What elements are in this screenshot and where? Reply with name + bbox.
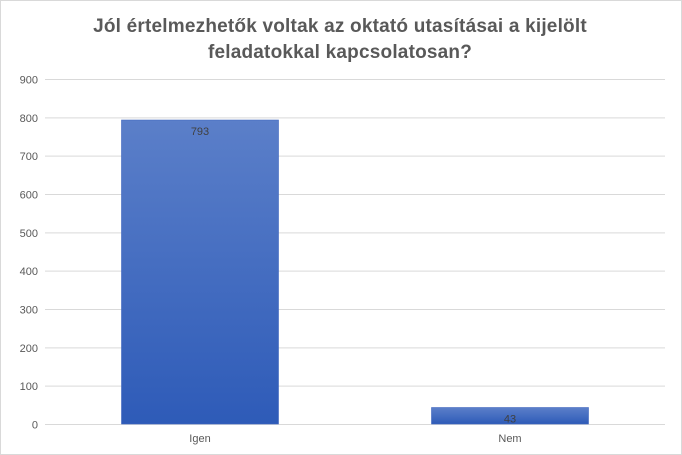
chart-title: Jól értelmezhetők voltak az oktató utasí… [60,14,620,66]
y-tick-label: 900 [20,75,38,87]
y-tick-label: 600 [20,190,38,202]
chart-title-line-2: feladatokkal kapcsolatosan? [207,42,473,63]
chart-title-line-1: Jól értelmezhetők voltak az oktató utasí… [93,16,587,37]
data-labels: 793 43 [191,126,516,426]
bars [121,119,589,425]
y-tick-label: 500 [20,228,38,240]
data-label-igen: 793 [191,126,209,138]
y-tick-label: 300 [20,305,38,317]
bar-igen [121,119,279,425]
y-tick-label: 800 [20,113,38,125]
y-tick-label: 200 [20,343,38,355]
x-axis-ticks: Igen Nem [189,433,521,445]
y-axis-ticks: 0 100 200 300 400 500 600 700 800 900 [20,75,38,432]
y-tick-label: 0 [32,420,38,432]
y-tick-label: 700 [20,151,38,163]
data-label-nem: 43 [504,414,516,426]
y-tick-label: 100 [20,381,38,393]
x-tick-label-igen: Igen [189,433,210,445]
y-tick-label: 400 [20,266,38,278]
bar-nem [431,407,589,425]
x-tick-label-nem: Nem [498,433,521,445]
